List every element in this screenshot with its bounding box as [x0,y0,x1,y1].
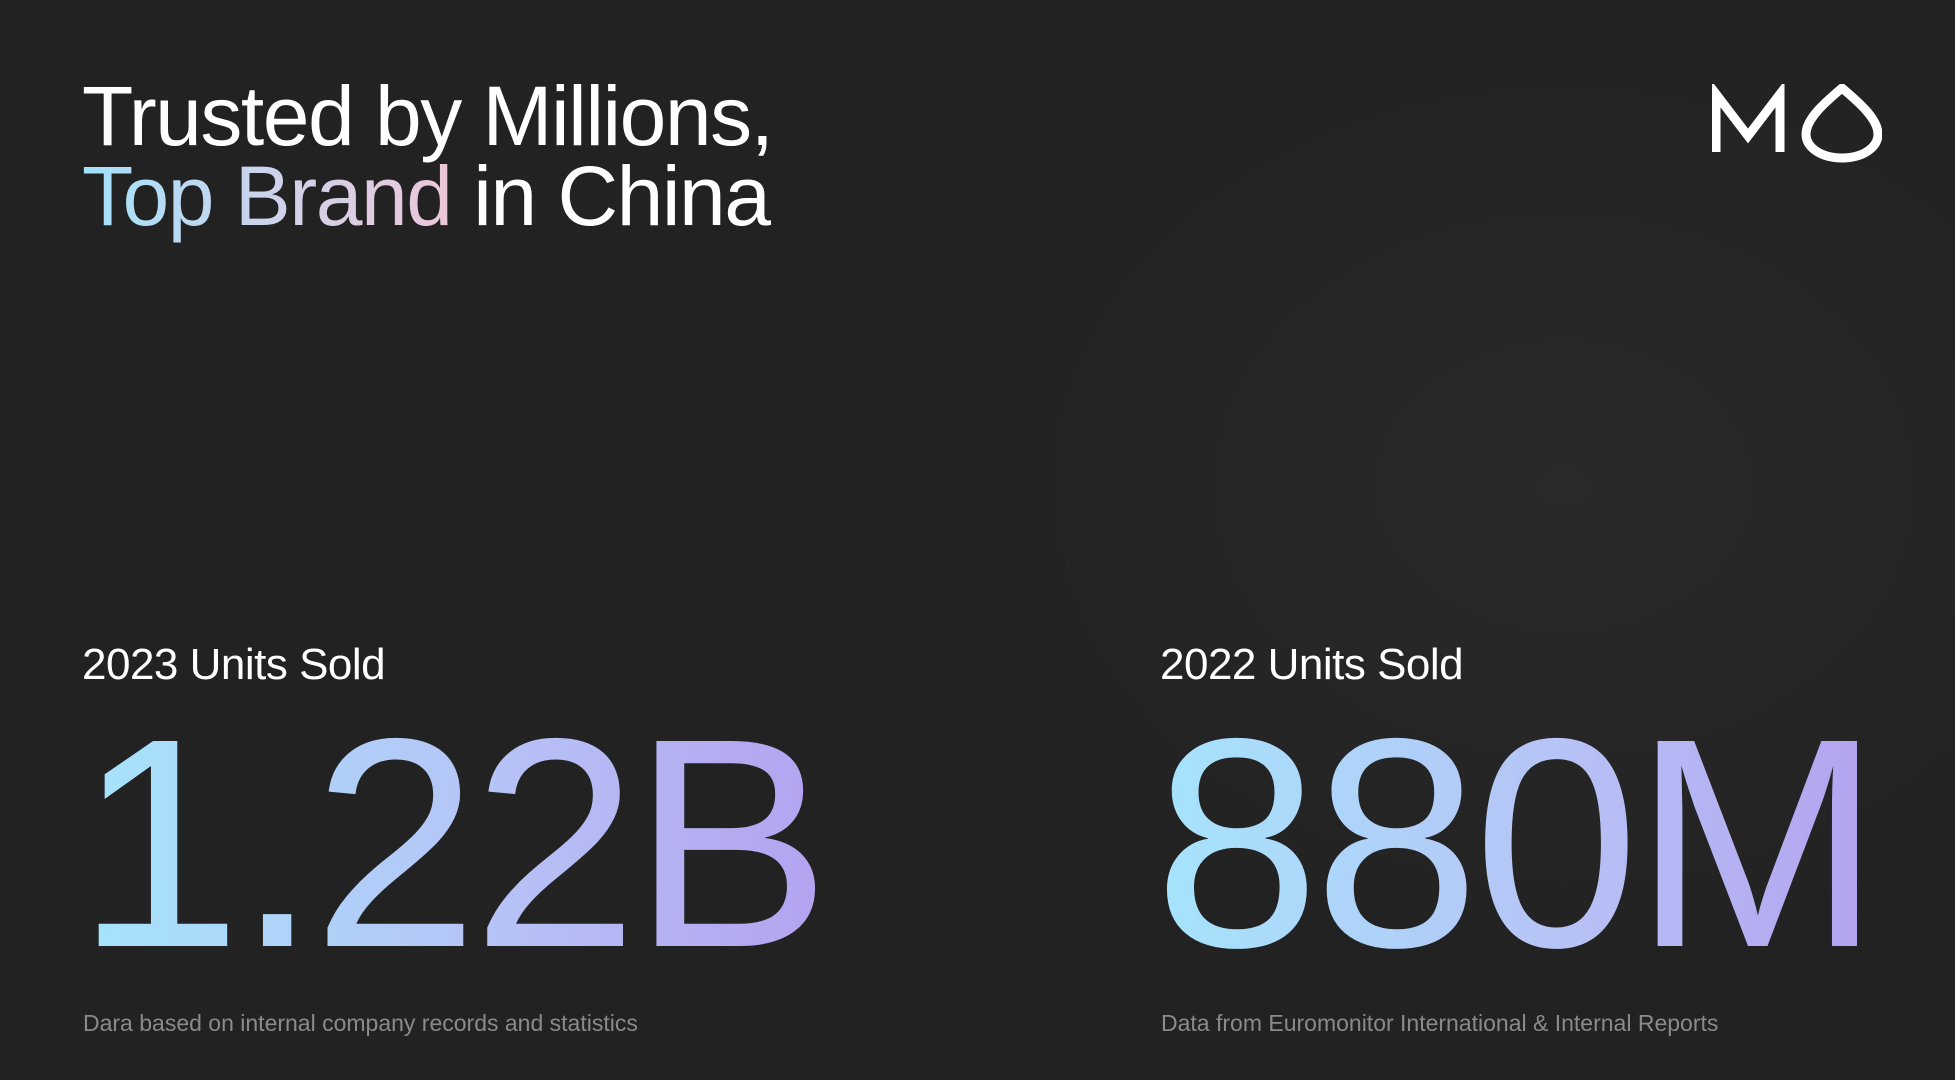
stat-label: 2023 Units Sold [82,640,386,689]
stat-note: Data from Euromonitor International & In… [1161,1010,1719,1036]
headline-line-2-rest: in China [451,149,771,243]
stat-2023: 2023 Units Sold 1.22B [76,640,831,993]
headline-line-2: Top Brand in China [82,154,772,238]
stat-2022: 2022 Units Sold 880M [1154,640,1881,993]
stat-label: 2022 Units Sold [1160,640,1464,689]
headline-line-1: Trusted by Millions, [82,69,774,163]
stat-value: 880M [1154,677,1881,1010]
mo-logo-icon [1712,84,1882,163]
stat-note: Dara based on internal company records a… [83,1010,638,1036]
headline: Trusted by Millions, Top Brand in China [82,69,774,238]
stat-value: 1.22B [76,677,831,1010]
headline-highlight: Top Brand [82,149,453,243]
